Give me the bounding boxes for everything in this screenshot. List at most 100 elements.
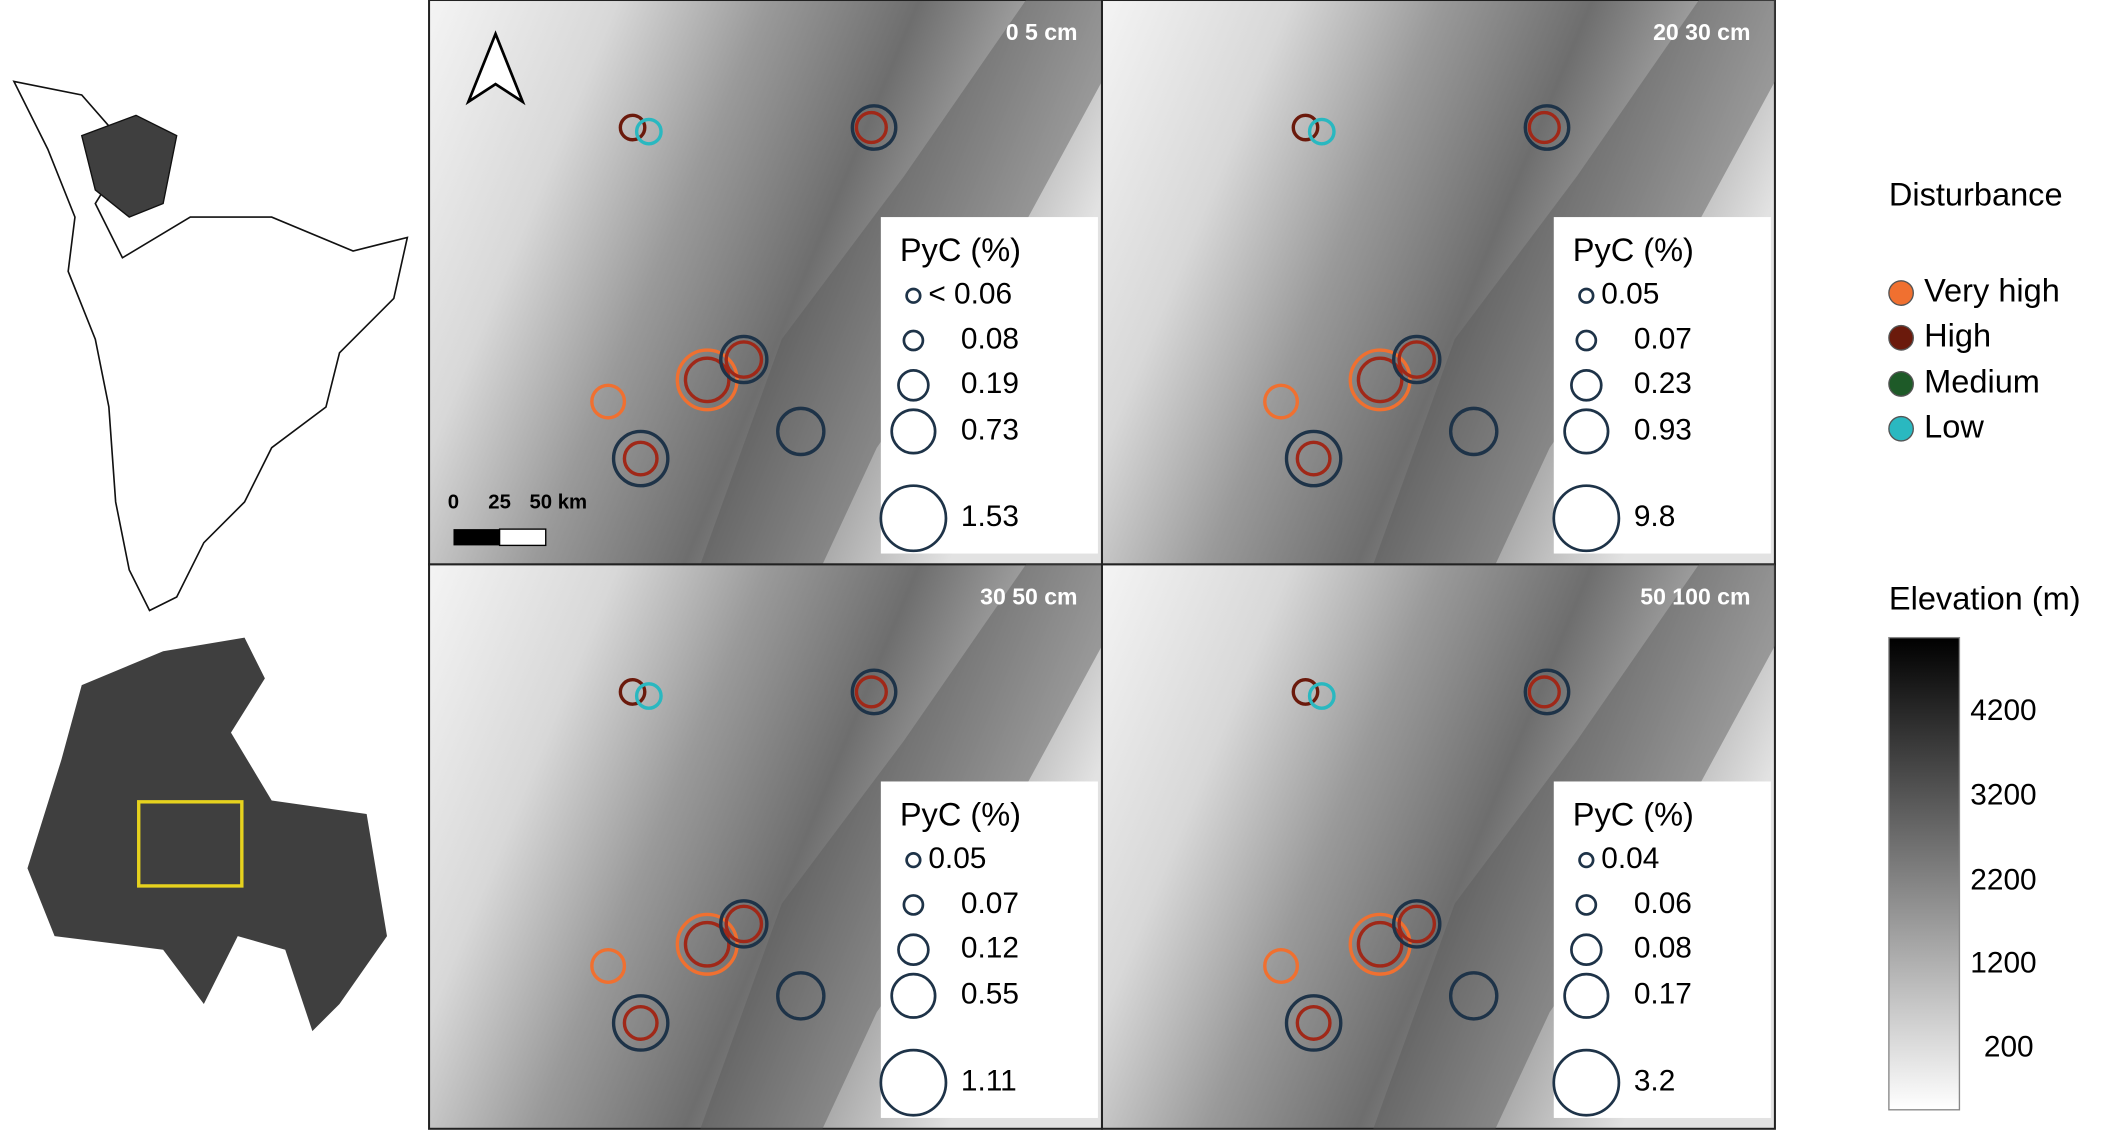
site-marker — [1397, 904, 1437, 944]
legend-label: Very high — [1924, 273, 2060, 309]
site-marker — [854, 675, 888, 709]
site-marker — [776, 406, 826, 457]
legend-value: 0.19 — [961, 367, 1019, 400]
site-marker — [618, 113, 647, 142]
scale-label: 25 — [488, 492, 511, 514]
legend-swatch — [1888, 371, 1914, 397]
site-marker — [724, 904, 764, 944]
tick-label: 3200 — [1970, 778, 2036, 811]
site-marker — [1291, 678, 1320, 706]
size-swatch — [879, 484, 948, 553]
legend-value: 0.23 — [1634, 367, 1692, 400]
colombia-map — [27, 637, 387, 1032]
tick-label: 2200 — [1970, 864, 2036, 897]
site-marker — [590, 948, 627, 984]
legend-value: 9.8 — [1634, 500, 1675, 533]
legend-value: 0.73 — [961, 413, 1019, 446]
legend-title: PyC (%) — [1573, 796, 1694, 832]
size-swatch — [1570, 933, 1603, 966]
site-marker — [854, 110, 888, 145]
legend-value: 0.08 — [1634, 932, 1692, 965]
legend-title: PyC (%) — [900, 232, 1021, 268]
size-swatch — [1563, 972, 1610, 1019]
size-swatch — [1552, 484, 1621, 553]
map-panel: 30 50 cm PyC (%) 0.05 0.07 0.12 0.55 1.11 — [428, 563, 1104, 1130]
size-swatch — [890, 408, 937, 455]
site-marker — [683, 920, 731, 968]
site-marker — [1448, 406, 1499, 457]
legend-title: PyC (%) — [900, 796, 1021, 832]
site-marker — [1356, 356, 1404, 404]
size-swatch — [1578, 852, 1595, 869]
site-marker — [590, 383, 627, 420]
site-marker — [1284, 994, 1343, 1052]
tick-label: 1200 — [1970, 947, 2036, 980]
scale-bar: 0 25 50 km — [448, 492, 587, 547]
site-marker — [1284, 429, 1343, 488]
size-swatch — [1563, 408, 1610, 455]
pyc-legend: PyC (%) 0.05 0.07 0.12 0.55 1.11 — [879, 781, 1098, 1118]
site-marker — [611, 994, 670, 1052]
legend-label: Low — [1924, 408, 1984, 444]
size-swatch — [897, 369, 930, 402]
legend-value: < 0.06 — [928, 278, 1012, 311]
tick-label: 200 — [1984, 1031, 2034, 1064]
disturbance-legend: Disturbance Very high High Medium Low — [1888, 176, 2063, 444]
site-marker — [622, 1004, 659, 1041]
site-marker — [683, 356, 731, 404]
legend-value: 0.07 — [961, 887, 1019, 920]
site-marker — [776, 971, 826, 1021]
legend-value: 0.05 — [1601, 278, 1659, 311]
size-swatch — [902, 329, 925, 352]
site-marker — [1291, 113, 1320, 142]
site-marker — [1263, 383, 1300, 420]
size-swatch — [1578, 287, 1595, 304]
legend-value: 0.07 — [1634, 322, 1692, 355]
colorbar — [1888, 636, 1961, 1111]
legend-value: 0.08 — [961, 322, 1019, 355]
site-marker — [1391, 334, 1442, 385]
size-swatch — [905, 287, 922, 304]
site-marker — [622, 440, 659, 477]
scale-label: 50 km — [529, 492, 587, 514]
site-marker — [1391, 899, 1442, 949]
size-swatch — [1575, 894, 1598, 916]
size-swatch — [1570, 369, 1603, 402]
site-marker — [611, 429, 670, 488]
pyc-legend: PyC (%) 0.04 0.06 0.08 0.17 3.2 — [1552, 781, 1771, 1118]
legend-value: 0.06 — [1634, 887, 1692, 920]
site-marker — [719, 334, 769, 385]
map-panel: 0 5 cm PyC (%) < 0.06 0.08 0.19 0.73 1.53 — [428, 0, 1104, 566]
scale-label: 0 — [448, 492, 459, 514]
site-marker — [850, 104, 898, 151]
legend-value: 1.53 — [961, 500, 1019, 533]
tick-label: 4200 — [1970, 694, 2036, 727]
site-marker — [634, 117, 663, 146]
map-panel: 50 100 cm PyC (%) 0.04 0.06 0.08 0.17 3.2 — [1100, 563, 1776, 1130]
site-marker — [724, 340, 764, 379]
legend-value: 0.04 — [1601, 842, 1659, 875]
site-marker — [1307, 117, 1336, 146]
site-marker — [634, 682, 663, 710]
legend-title: PyC (%) — [1573, 232, 1694, 268]
legend-value: 3.2 — [1634, 1065, 1675, 1098]
size-swatch — [879, 1048, 948, 1117]
legend-title: Elevation (m) — [1889, 581, 2081, 617]
legend-label: Medium — [1924, 364, 2040, 400]
size-swatch — [897, 933, 930, 966]
site-marker — [719, 899, 769, 949]
south-america-map — [12, 80, 409, 612]
site-marker — [1527, 675, 1561, 709]
legend-label: High — [1924, 317, 1991, 353]
site-marker — [1527, 110, 1561, 145]
site-marker — [1523, 668, 1571, 716]
legend-box — [1553, 217, 1771, 554]
size-swatch — [905, 852, 922, 869]
north-arrow — [465, 30, 526, 106]
legend-value: 0.12 — [961, 932, 1019, 965]
site-marker — [618, 678, 647, 706]
legend-value: 0.93 — [1634, 413, 1692, 446]
legend-swatch — [1888, 280, 1914, 306]
size-swatch — [1552, 1048, 1621, 1117]
